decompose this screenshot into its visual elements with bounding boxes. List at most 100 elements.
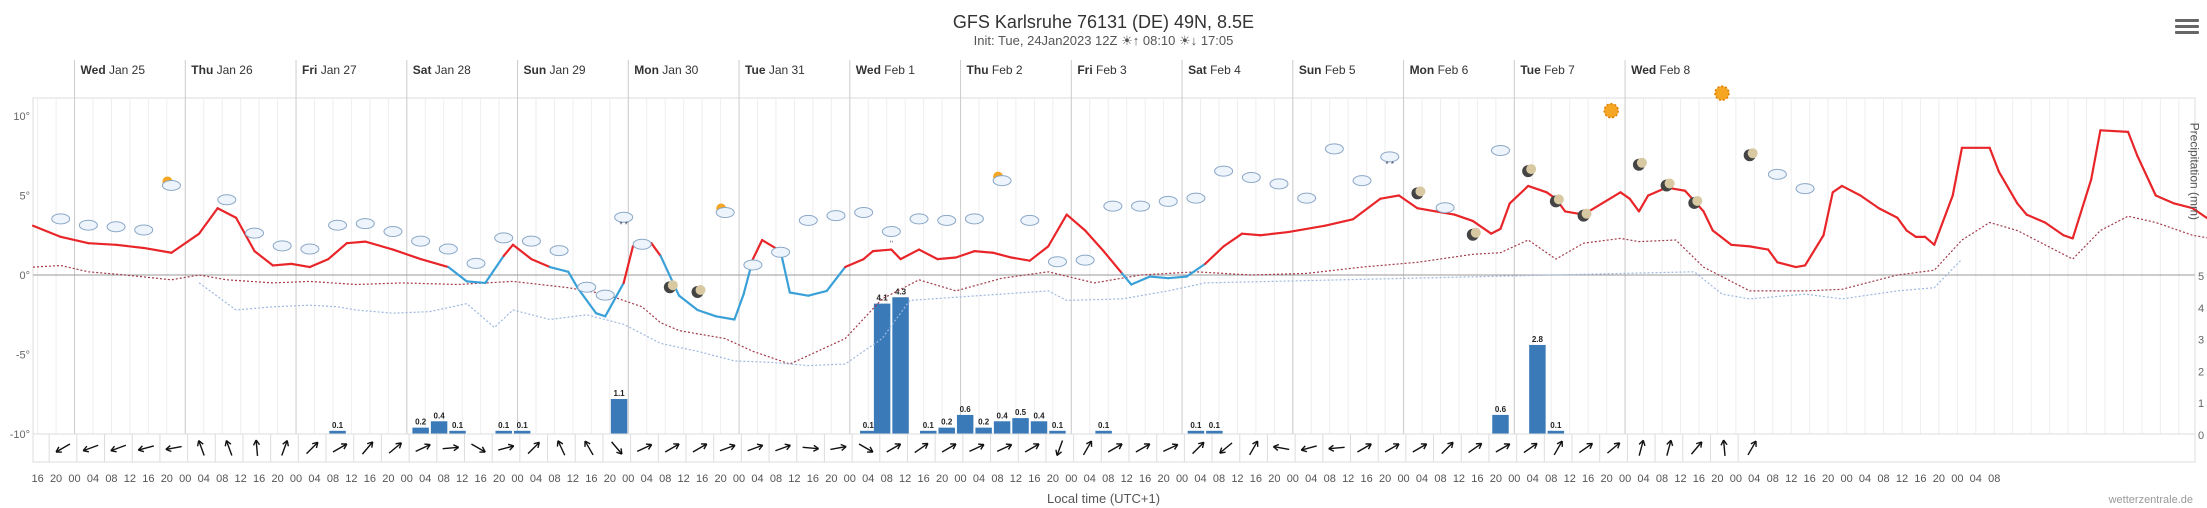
hour-tick-label: 04: [1637, 473, 1649, 485]
hour-tick-label: 04: [862, 473, 874, 485]
menu-hamburger-icon[interactable]: [2175, 16, 2199, 38]
wind-arrow-head: [1116, 443, 1123, 450]
wind-arrow-head: [55, 446, 62, 453]
precip-value-label: 0.1: [498, 421, 510, 430]
hour-tick-label: 04: [198, 473, 210, 485]
wind-arrow-head: [395, 442, 403, 449]
temperature-segment: [1397, 194, 1419, 210]
right-tick-label: 1: [2198, 398, 2204, 410]
wind-arrow-icon: [775, 443, 791, 452]
precip-bar: [938, 427, 955, 434]
wind-arrow-shaft: [1082, 440, 1093, 456]
wind-arrow-shaft: [471, 443, 486, 453]
precip-bar: [920, 430, 937, 434]
wind-arrow-shaft: [830, 445, 847, 451]
day-label: Sat Feb 4: [1188, 63, 1241, 77]
wind-arrow-head: [1475, 442, 1483, 450]
moon-icon-crescent: [1553, 194, 1564, 205]
temperature-segment: [1287, 224, 1327, 234]
temperature-segment: [2154, 194, 2176, 205]
wind-arrow-icon: [471, 443, 486, 453]
wind-arrow-shaft: [498, 445, 514, 451]
wind-arrow-icon: [611, 441, 623, 455]
temperature-segment: [844, 258, 865, 269]
precip-value-label: 0.4: [997, 411, 1009, 420]
temperature-segment: [567, 270, 579, 289]
wind-arrow-shaft: [165, 445, 182, 451]
hour-tick-label: 08: [1656, 473, 1668, 485]
temperature-segment: [114, 243, 145, 250]
wind-arrow-head: [1420, 443, 1428, 450]
hour-tick-label: 08: [1545, 473, 1557, 485]
hour-tick-label: 12: [1342, 473, 1354, 485]
temperature-segment: [1240, 232, 1262, 237]
wind-arrow-shaft: [55, 443, 71, 453]
wind-arrow-head: [1613, 442, 1621, 449]
hour-tick-label: 00: [1840, 473, 1852, 485]
hour-tick-label: 16: [585, 473, 597, 485]
day-label: Wed Jan 25: [81, 63, 146, 77]
hour-tick-label: 20: [936, 473, 948, 485]
cloud-icon: [161, 179, 181, 191]
cloud-icon: [1324, 143, 1344, 155]
wind-arrow-shaft: [664, 443, 680, 453]
credit-text[interactable]: wetterzentrale.de: [2108, 494, 2193, 506]
hour-tick-label: 08: [659, 473, 671, 485]
wind-arrow-icon: [252, 439, 261, 457]
temperature-segment: [1204, 245, 1225, 265]
precip-value-label: 0.1: [1190, 421, 1202, 430]
temperature-segment: [1988, 146, 2000, 173]
wind-arrow-icon: [747, 443, 764, 452]
precip-value-label: 0.6: [1495, 405, 1507, 414]
hour-tick-label: 08: [548, 473, 560, 485]
hour-tick-label: 16: [1250, 473, 1262, 485]
temperature-segment: [1951, 146, 1964, 197]
temperature-segment: [1222, 232, 1244, 248]
temperature-segment: [807, 289, 828, 297]
right-tick-label: 0: [2198, 430, 2204, 442]
hour-tick-label: 16: [1028, 473, 1040, 485]
cloud-icon: [1435, 202, 1455, 214]
wind-arrow-shaft: [969, 443, 985, 453]
wind-arrow-icon: [1055, 440, 1064, 457]
hour-tick-label: 12: [678, 473, 690, 485]
wind-arrow-shaft: [611, 441, 623, 455]
wind-arrow-head: [1720, 439, 1728, 446]
wind-arrow-shaft: [1578, 442, 1593, 454]
wind-arrow-head: [616, 448, 623, 455]
wind-arrow-shaft: [306, 441, 319, 455]
temperature-segment: [1619, 191, 1631, 200]
temperature-segment: [59, 235, 90, 245]
hour-tick-label: 04: [1194, 473, 1206, 485]
day-label: Mon Jan 30: [634, 63, 698, 77]
wind-arrow-head: [1086, 440, 1093, 447]
wind-arrow-head: [645, 443, 653, 450]
precip-value-label: 0.1: [517, 421, 529, 430]
hour-tick-label: 00: [68, 473, 80, 485]
hour-tick-label: 12: [124, 473, 136, 485]
wind-arrow-head: [1638, 439, 1646, 447]
wind-arrow-head: [479, 446, 486, 453]
wind-arrow-shaft: [110, 444, 127, 452]
cloud-icon: [300, 243, 320, 255]
wind-arrow-head: [1252, 440, 1259, 447]
cloud-icon: [992, 175, 1012, 187]
wind-arrow-head: [1696, 441, 1703, 448]
wind-arrow-icon: [996, 443, 1013, 453]
temperature-segment: [1148, 275, 1170, 280]
precip-value-label: 0.1: [863, 421, 875, 430]
cloud-icon: [134, 224, 154, 236]
temperature-segment: [954, 250, 976, 259]
cloud-icon: [1020, 214, 1040, 226]
hour-tick-label: 00: [511, 473, 523, 485]
temperature-segment: [1379, 194, 1401, 200]
hour-tick-label: 04: [1527, 473, 1539, 485]
wind-arrow-head: [840, 443, 847, 451]
precip-bar: [1095, 430, 1112, 434]
temperature-segment: [1767, 248, 1779, 264]
temperature-segment: [1499, 202, 1511, 230]
cloud-icon: [854, 206, 874, 218]
wind-arrow-shaft: [1384, 443, 1400, 453]
temperature-segment: [1702, 210, 1714, 232]
hour-tick-label: 08: [881, 473, 893, 485]
